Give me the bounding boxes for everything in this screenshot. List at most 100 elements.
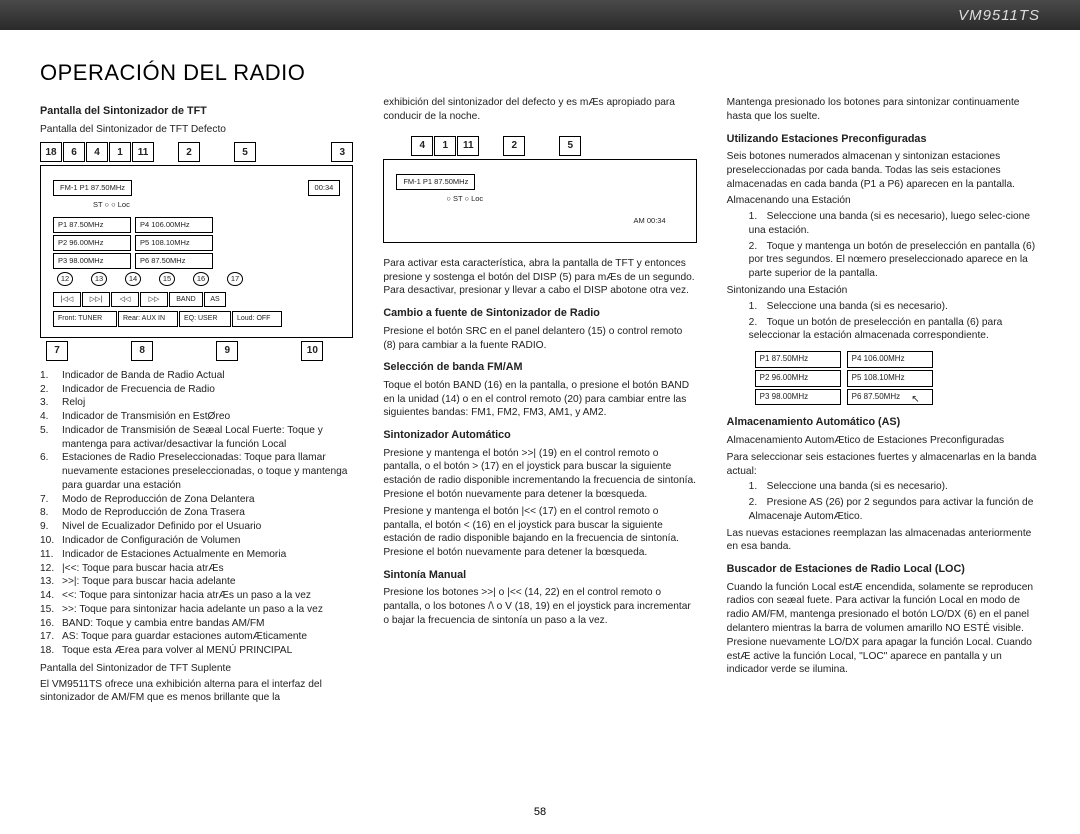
- list-item: 1.Indicador de Banda de Radio Actual: [40, 369, 353, 383]
- col2-h2: Cambio a fuente de Sintonizador de Radio: [383, 306, 696, 321]
- col-1: Pantalla del Sintonizador de TFT Pantall…: [40, 96, 353, 707]
- preset: P5 108.10MHz: [135, 235, 213, 251]
- col3-p3: Cuando la función Local estÆ encendida, …: [727, 581, 1040, 677]
- co: 2: [503, 136, 525, 156]
- col3-p2c: Las nuevas estaciones reemplazan las alm…: [727, 527, 1040, 555]
- co: 5: [234, 142, 256, 162]
- list-item: 16.BAND: Toque y cambia entre bandas AM/…: [40, 617, 353, 631]
- li: 1.Seleccione una banda (si es necesario)…: [727, 300, 1040, 314]
- co: 6: [63, 142, 85, 162]
- col-3: Mantenga presionado los botones para sin…: [727, 96, 1040, 707]
- list-item: 12.|<<: Toque para buscar hacia atrÆs: [40, 562, 353, 576]
- cursor-icon: ↖: [911, 393, 919, 407]
- col3-sub1: Almacenando una Estación: [727, 194, 1040, 208]
- col2-p4a: Presione y mantenga el botón >>| (19) en…: [383, 447, 696, 502]
- preset: P4 106.00MHz: [135, 217, 213, 233]
- list-item: 11.Indicador de Estaciones Actualmente e…: [40, 548, 353, 562]
- co-sm: 12: [57, 272, 73, 286]
- preset: P2 96.00MHz: [53, 235, 131, 251]
- fm-box: FM-1 P1 87.50MHz: [53, 180, 132, 196]
- diagram-2: 4 1 11 2 5 FM-1 P1 87.50MHz ○ ST ○ Loc A…: [383, 136, 696, 243]
- li: 2.Toque un botón de preselección en pant…: [727, 316, 1040, 344]
- tft-screen: FM-1 P1 87.50MHz 00:34 ST ○ ○ Loc P1 87.…: [40, 165, 353, 338]
- list-item: 17.AS: Toque para guardar estaciones aut…: [40, 630, 353, 644]
- diagram-1: 18 6 4 1 11 2 5 3 FM-1 P1 87.50MHz 00:34: [40, 142, 353, 361]
- col3-p0: Mantenga presionado los botones para sin…: [727, 96, 1040, 124]
- co-sm: 17: [227, 272, 243, 286]
- col3-p2a: Almacenamiento AutomÆtico de Estaciones …: [727, 434, 1040, 448]
- list-item: 8.Modo de Reproducción de Zona Trasera: [40, 506, 353, 520]
- preset: P4 106.00MHz: [847, 351, 933, 368]
- am-line: AM 00:34: [396, 216, 683, 226]
- clock-box: 00:34: [308, 180, 341, 196]
- preset: P3 98.00MHz: [755, 389, 841, 406]
- list-item: 9.Nivel de Ecualizador Definido por el U…: [40, 520, 353, 534]
- inf: Front: TUNER: [53, 311, 117, 326]
- col3-h1: Utilizando Estaciones Preconfiguradas: [727, 132, 1040, 147]
- list-item: 18.Toque esta Ærea para volver al MENÚ P…: [40, 644, 353, 658]
- co-sm: 13: [91, 272, 107, 286]
- li: 2.Presione AS (26) por 2 segundos para a…: [727, 496, 1040, 524]
- preset: P1 87.50MHz: [755, 351, 841, 368]
- page-title: OPERACIÓN DEL RADIO: [40, 60, 1080, 86]
- list-item: 3.Reloj: [40, 396, 353, 410]
- col-2: exhibición del sintonizador del defecto …: [383, 96, 696, 707]
- btn: BAND: [169, 292, 203, 307]
- inf: Rear: AUX IN: [118, 311, 178, 326]
- preset: P2 96.00MHz: [755, 370, 841, 387]
- callouts-bottom: 7 8 9 10: [40, 341, 353, 361]
- col3-p1: Seis botones numerados almacenan y sinto…: [727, 150, 1040, 191]
- col1-h1: Pantalla del Sintonizador de TFT: [40, 104, 353, 119]
- preset-table: P1 87.50MHz P2 96.00MHz P3 98.00MHz P4 1…: [755, 351, 1040, 407]
- co: 11: [132, 142, 154, 162]
- li: 1.Seleccione una banda (si es necesario)…: [727, 480, 1040, 494]
- st-row: ST ○ ○ Loc: [53, 200, 340, 210]
- model-label: VM9511TS: [958, 7, 1040, 24]
- li: 2.Toque y mantenga un botón de preselecc…: [727, 240, 1040, 281]
- preset: P1 87.50MHz: [53, 217, 131, 233]
- btn: ▷▷|: [82, 292, 110, 307]
- st-row: ○ ST ○ Loc: [396, 194, 683, 204]
- co: 18: [40, 142, 62, 162]
- co: 11: [457, 136, 479, 156]
- col2-h3: Selección de banda FM/AM: [383, 360, 696, 375]
- co: 1: [434, 136, 456, 156]
- btn: |◁◁: [53, 292, 81, 307]
- list-item: 6.Estaciones de Radio Preseleccionadas: …: [40, 451, 353, 492]
- col2-p3: Toque el botón BAND (16) en la pantalla,…: [383, 379, 696, 420]
- col2-p5: Presione los botones >>| o |<< (14, 22) …: [383, 586, 696, 627]
- col2-p4b: Presione y mantenga el botón |<< (17) en…: [383, 505, 696, 560]
- inf: EQ: USER: [179, 311, 231, 326]
- co-sm: 14: [125, 272, 141, 286]
- co-sm: 16: [193, 272, 209, 286]
- fm-box: FM-1 P1 87.50MHz: [396, 174, 475, 190]
- tft-small: FM-1 P1 87.50MHz ○ ST ○ Loc AM 00:34: [383, 159, 696, 243]
- list-item: 7.Modo de Reproducción de Zona Delantera: [40, 493, 353, 507]
- numlist: 1.Indicador de Banda de Radio Actual2.In…: [40, 369, 353, 658]
- co: 4: [86, 142, 108, 162]
- list-item: 5.Indicador de Transmisión de Seæal Loca…: [40, 424, 353, 452]
- li: 1.Seleccione una banda (si es necesario)…: [727, 210, 1040, 238]
- co: 10: [301, 341, 323, 361]
- list-item: 15.>>: Toque para sintonizar hacia adela…: [40, 603, 353, 617]
- col1-p1: Pantalla del Sintonizador de TFT Defecto: [40, 123, 353, 137]
- list-item: 4.Indicador de Transmisión en EstØreo: [40, 410, 353, 424]
- col2-h4: Sintonizador Automático: [383, 428, 696, 443]
- co: 4: [411, 136, 433, 156]
- co: 5: [559, 136, 581, 156]
- col1-p3: El VM9511TS ofrece una exhibición altern…: [40, 678, 353, 706]
- preset: P3 98.00MHz: [53, 253, 131, 269]
- page-number: 58: [534, 806, 546, 818]
- col1-p2: Pantalla del Sintonizador de TFT Suplent…: [40, 662, 353, 676]
- co: 9: [216, 341, 238, 361]
- co: 3: [331, 142, 353, 162]
- list-item: 14.<<: Toque para sintonizar hacia atrÆs…: [40, 589, 353, 603]
- btn: AS: [204, 292, 226, 307]
- col2-h5: Sintonía Manual: [383, 568, 696, 583]
- preset-highlight: P6 87.50MHz↖: [847, 389, 933, 406]
- header-bar: VM9511TS: [0, 0, 1080, 30]
- col3-p2b: Para seleccionar seis estaciones fuertes…: [727, 451, 1040, 479]
- co: 2: [178, 142, 200, 162]
- col3-h2: Almacenamiento Automático (AS): [727, 415, 1040, 430]
- btn: ▷▷: [140, 292, 168, 307]
